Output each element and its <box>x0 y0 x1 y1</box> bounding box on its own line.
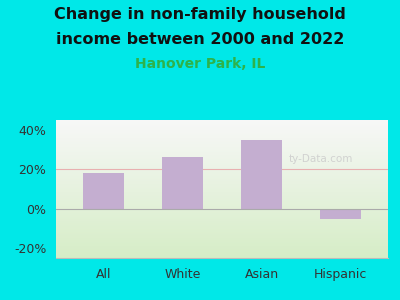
Bar <box>320 209 361 219</box>
Text: Hanover Park, IL: Hanover Park, IL <box>135 57 265 71</box>
Text: ty-Data.com: ty-Data.com <box>288 154 353 164</box>
Text: Change in non-family household: Change in non-family household <box>54 8 346 22</box>
Text: income between 2000 and 2022: income between 2000 and 2022 <box>56 32 344 46</box>
Bar <box>83 173 124 209</box>
Bar <box>241 140 282 209</box>
Bar <box>162 158 203 209</box>
